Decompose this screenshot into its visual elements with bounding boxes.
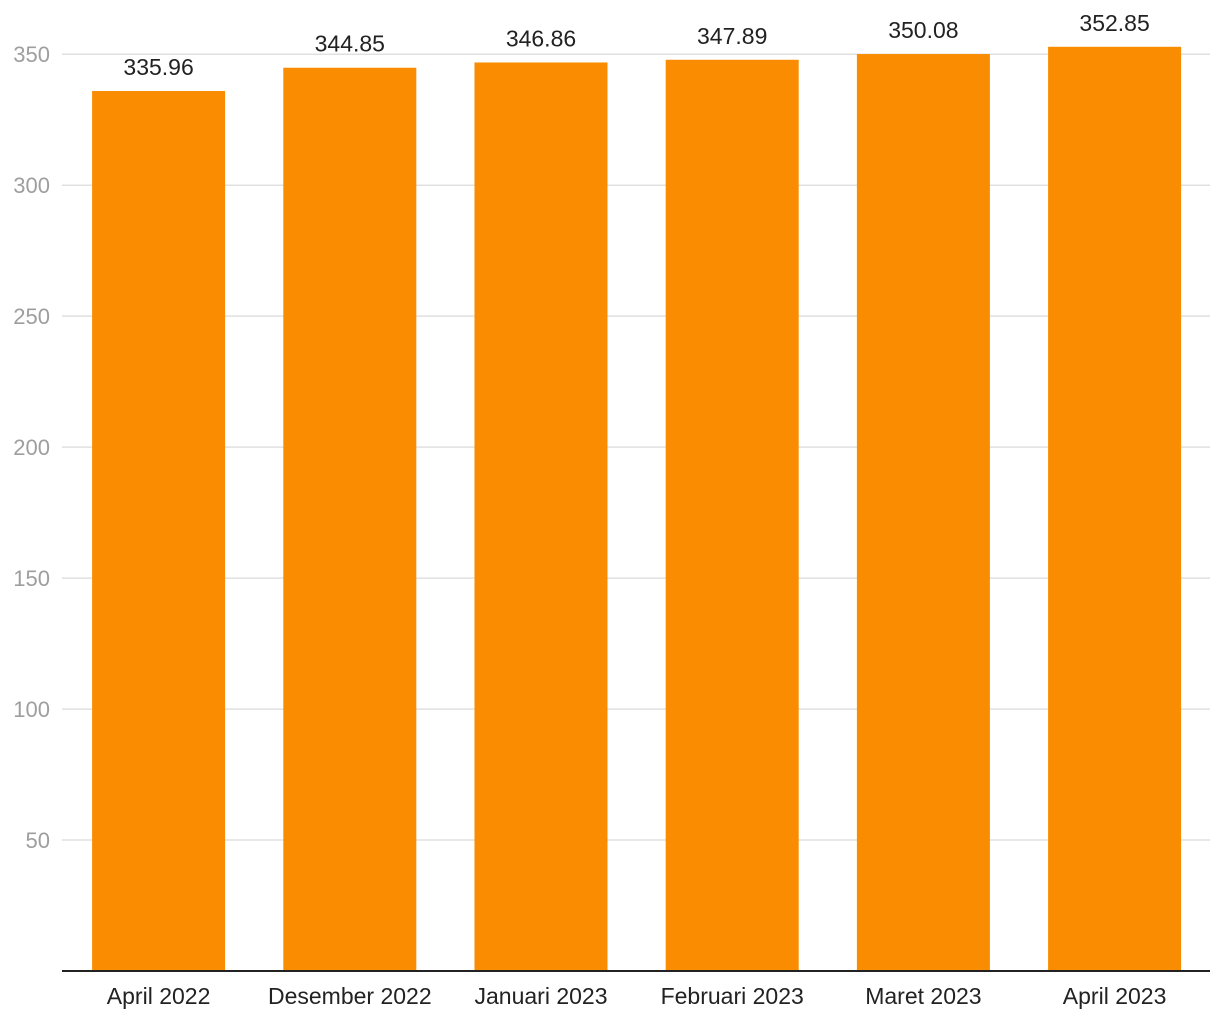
data-label: 350.08	[888, 17, 958, 43]
data-label: 335.96	[123, 54, 193, 80]
gridlines	[62, 53, 1210, 841]
x-tick-label: April 2022	[107, 983, 211, 1009]
y-tick-label: 250	[13, 304, 50, 329]
x-axis-ticks: April 2022 Desember 2022 Januari 2023 Febru…	[107, 983, 1167, 1009]
bar	[283, 67, 417, 972]
data-labels: 335.96 344.85 346.86 347.89 350.08 352.85	[123, 10, 1149, 80]
x-tick-label: Januari 2023	[475, 983, 608, 1009]
bar	[665, 59, 799, 971]
x-tick-label: Desember 2022	[268, 983, 432, 1009]
x-tick-label: Februari 2023	[661, 983, 804, 1009]
bar	[1048, 46, 1182, 972]
y-tick-label: 50	[26, 828, 50, 853]
y-tick-label: 100	[13, 697, 50, 722]
data-label: 347.89	[697, 23, 767, 49]
bars	[92, 46, 1182, 972]
y-tick-label: 200	[13, 435, 50, 460]
y-tick-label: 350	[13, 42, 50, 67]
y-tick-label: 150	[13, 566, 50, 591]
x-tick-label: April 2023	[1063, 983, 1167, 1009]
bar	[92, 91, 226, 972]
data-label: 346.86	[506, 25, 576, 51]
bar	[856, 54, 990, 971]
data-label: 344.85	[315, 31, 385, 57]
data-label: 352.85	[1079, 10, 1149, 36]
y-tick-label: 300	[13, 173, 50, 198]
y-axis-ticks: 50 100 150 200 250 300 350	[13, 42, 50, 853]
x-tick-label: Maret 2023	[865, 983, 981, 1009]
bar	[474, 62, 608, 971]
